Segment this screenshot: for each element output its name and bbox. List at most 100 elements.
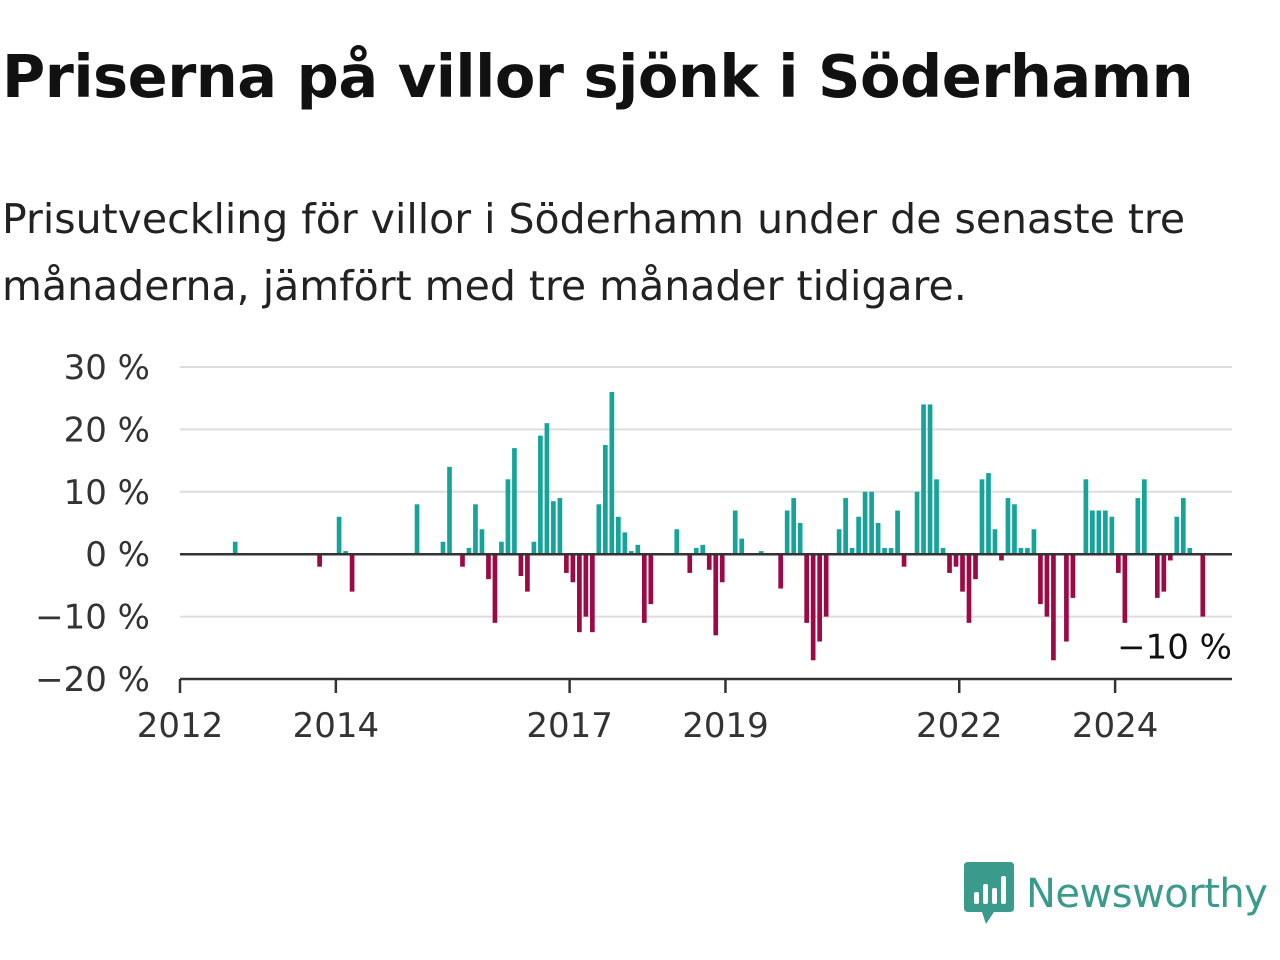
bar <box>479 529 485 555</box>
bar <box>869 491 874 555</box>
bar <box>317 554 322 567</box>
bar <box>901 554 907 567</box>
bar <box>810 554 816 661</box>
bar <box>1135 498 1141 555</box>
y-tick-label: 30 % <box>64 348 150 388</box>
bar <box>1025 547 1030 555</box>
x-axis-labels: 2012 2014 2017 2019 2022 2024 <box>137 706 1159 746</box>
bar <box>973 554 978 580</box>
x-tick-label: 2019 <box>682 706 769 746</box>
bar <box>518 554 524 577</box>
bar <box>843 498 848 555</box>
bar <box>1122 554 1128 623</box>
bar <box>758 551 764 555</box>
bar <box>499 541 504 555</box>
bar <box>888 547 894 555</box>
newsworthy-logo-icon <box>964 862 1014 924</box>
bar <box>609 391 615 555</box>
bar <box>232 541 238 555</box>
bar <box>804 554 809 623</box>
bar <box>1142 479 1147 555</box>
x-tick-label: 2017 <box>526 706 613 746</box>
bar <box>1200 554 1206 617</box>
bar <box>1018 547 1024 555</box>
bar <box>538 435 543 555</box>
bar <box>856 516 861 555</box>
bar <box>466 547 472 555</box>
bar <box>700 544 706 555</box>
x-axis <box>178 552 1232 693</box>
bar <box>628 551 634 555</box>
bar <box>460 554 465 567</box>
bar <box>473 504 478 555</box>
x-tick-label: 2014 <box>293 706 380 746</box>
bar <box>966 554 972 623</box>
bar <box>525 554 530 592</box>
y-tick-label: −10 % <box>35 598 150 638</box>
bar <box>895 510 900 555</box>
bar <box>979 479 985 555</box>
bar <box>875 523 881 555</box>
bar <box>590 554 595 633</box>
bar <box>739 538 745 555</box>
bar <box>914 491 920 555</box>
bar <box>999 554 1004 561</box>
bar <box>817 554 822 642</box>
bar <box>732 510 738 555</box>
bar <box>551 501 556 555</box>
bar <box>505 479 511 555</box>
bars <box>232 391 1206 661</box>
bar <box>1064 554 1069 642</box>
bar <box>836 529 842 555</box>
last-value-label: −10 % <box>1117 628 1232 668</box>
bar <box>512 448 517 555</box>
bar <box>544 423 550 555</box>
bar <box>492 554 498 623</box>
bar <box>440 541 446 555</box>
bar <box>414 504 420 555</box>
bar <box>1038 554 1043 605</box>
bar <box>921 404 926 555</box>
bar <box>1070 554 1076 598</box>
bar <box>616 516 621 555</box>
chart-subtitle: Prisutveckling för villor i Söderhamn un… <box>2 195 1186 310</box>
bar <box>862 491 868 555</box>
bar <box>1044 554 1050 617</box>
bar <box>687 554 693 573</box>
bar <box>992 529 998 555</box>
bar <box>953 554 959 567</box>
bar <box>1103 510 1108 555</box>
bar <box>343 551 348 555</box>
y-axis-labels: 30 % 20 % 10 % 0 % −10 % −20 % <box>35 348 150 700</box>
bar <box>349 554 355 592</box>
y-tick-label: 0 % <box>85 535 150 575</box>
bar <box>1031 529 1037 555</box>
bar <box>674 529 680 555</box>
bar <box>648 554 654 605</box>
bar <box>1005 498 1011 555</box>
bar <box>940 547 946 555</box>
bar <box>791 498 797 555</box>
bar <box>447 466 452 555</box>
bar <box>583 554 589 617</box>
bar <box>1154 554 1160 598</box>
bar <box>797 523 803 555</box>
brand-logo: Newsworthy <box>964 862 1268 926</box>
bar <box>706 554 712 570</box>
bar <box>1174 516 1180 555</box>
bar <box>1051 554 1056 661</box>
bar <box>486 554 491 580</box>
bar <box>947 554 952 573</box>
y-tick-label: 10 % <box>64 473 150 513</box>
bar <box>577 554 582 633</box>
bar <box>1090 510 1095 555</box>
x-tick-label: 2012 <box>137 706 224 746</box>
bar <box>1161 554 1167 592</box>
bar <box>1167 554 1173 561</box>
bar <box>960 554 965 592</box>
bar <box>1012 504 1017 555</box>
bar <box>719 554 725 583</box>
bar <box>713 554 719 636</box>
x-tick-label: 2024 <box>1072 706 1159 746</box>
